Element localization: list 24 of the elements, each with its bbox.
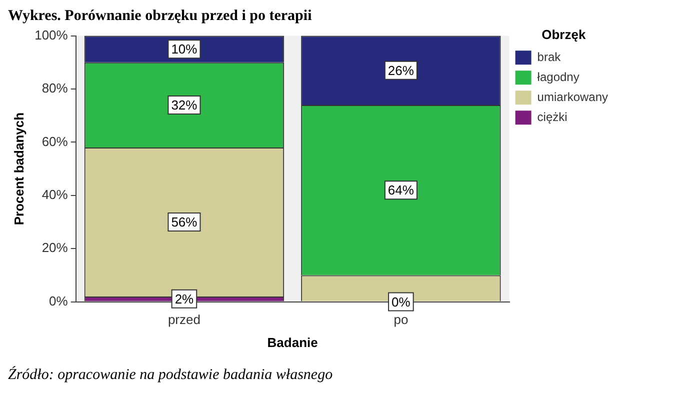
legend-label: łagodny — [537, 70, 580, 84]
data-label: 32% — [171, 98, 198, 113]
data-label: 56% — [171, 214, 198, 230]
y-tick-label: 0% — [49, 293, 68, 308]
y-tick-label: 60% — [42, 134, 68, 149]
data-label: 2% — [174, 291, 194, 306]
annotation: 0% — [392, 294, 411, 310]
x-tick-label: przed — [168, 312, 200, 328]
y-tick-label: 20% — [42, 240, 68, 256]
y-tick-label: 80% — [42, 80, 68, 96]
y-axis-title: Procent badanych — [11, 112, 26, 226]
data-label: 64% — [388, 182, 414, 198]
text: Źródło: opracowanie na podstawie badania własnego — [8, 367, 334, 384]
data-label: 26% — [388, 62, 414, 78]
y-tick-label: 40% — [42, 186, 68, 202]
y-tick-label: 100% — [34, 27, 68, 42]
data-label: 10% — [171, 42, 198, 57]
legend-label: umiarkowany — [537, 90, 608, 104]
x-axis-title: Badanie — [267, 334, 318, 350]
x-tick-label: po — [394, 312, 408, 328]
legend-title: Obrzęk — [542, 27, 586, 42]
chart-title: Wykres. Porównanie obrzęku przed i po terapii — [8, 8, 313, 25]
legend-label: brak — [537, 50, 562, 64]
legend-label: ciężki — [537, 110, 568, 124]
